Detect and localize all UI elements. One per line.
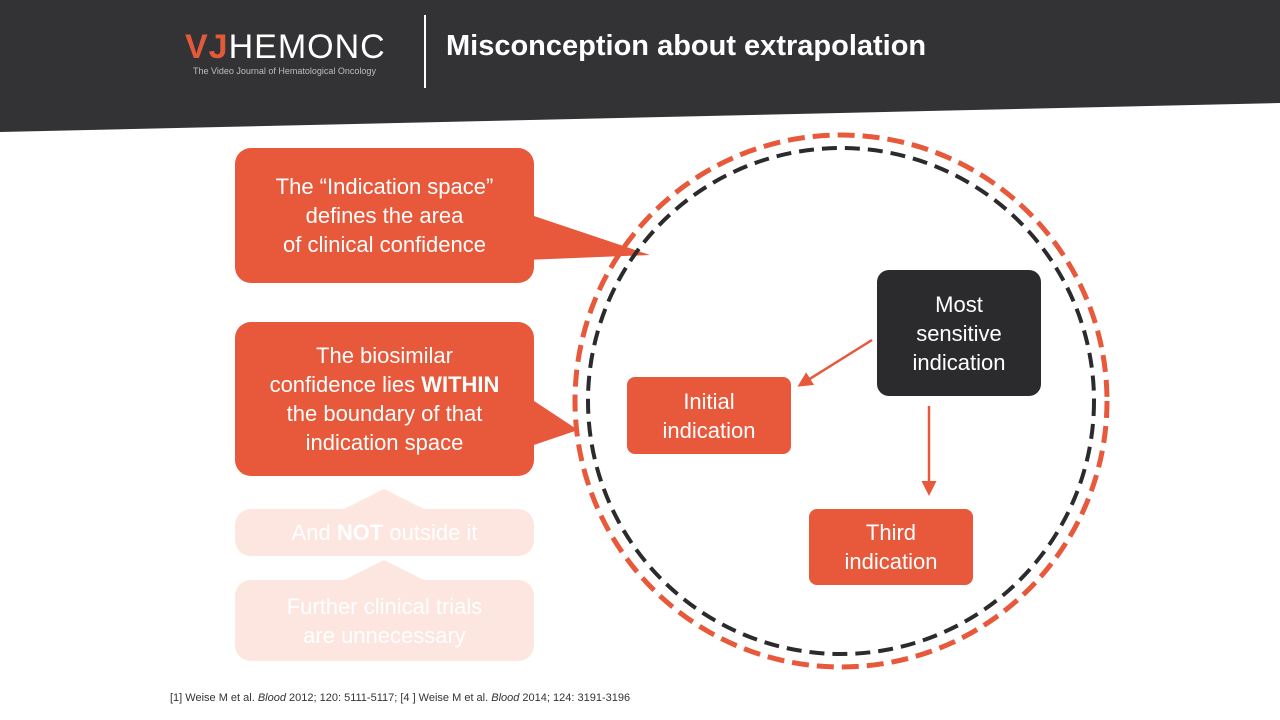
arrow-to-initial-indication [797,338,873,387]
vjhemonc-logo: VJHEMONC The Video Journal of Hematologi… [185,28,386,76]
header-banner [0,0,1280,132]
callout-not-outside: And NOT outside it [235,509,534,556]
reference-text-3: 2014; 124: 3191-3196 [519,692,631,704]
callout-pointer-biosimilar [525,395,578,448]
indication-space-inner-circle [586,146,1096,656]
callout-not-outside-emphasis: NOT [336,520,384,545]
reference-text-2: 2012; 120: 5111-5117; [4 ] Weise M et al… [285,692,492,704]
most-sensitive-indication-label: Most sensitive indication [912,291,1006,375]
callout-further-trials: Further clinical trials are unnecessary [235,580,534,661]
logo-hemonc: HEMONC [228,28,386,66]
indication-space-outer-circle [572,132,1110,670]
reference-text-1: [1] Weise M et al. [170,692,258,704]
most-sensitive-indication-box: Most sensitive indication [877,270,1041,396]
callout-biosimilar-text-b: the boundary of that indication space [286,401,483,455]
header-divider [424,15,426,88]
callout-further-trials-text: Further clinical trials are unnecessary [286,593,483,648]
reference-journal-2: Blood [491,692,520,704]
slide-title: Misconception about extrapolation [446,30,927,62]
callout-not-outside-text-b: outside it [383,520,478,545]
reference-footnote: [1] Weise M et al. Blood 2012; 120: 5111… [170,692,630,704]
callout-indication-space: The “Indication space” defines the area … [235,148,534,283]
callout-biosimilar-confidence: The biosimilar confidence lies WITHIN th… [235,322,534,476]
third-indication-label: Third indication [844,520,938,574]
callout-indication-space-text: The “Indication space” defines the area … [275,174,494,257]
callout-pointer-indication-space [525,213,650,260]
initial-indication-label: Initial indication [662,388,756,443]
callout-biosimilar-emphasis: WITHIN [421,372,500,397]
third-indication-box: Third indication [809,509,973,585]
callout-not-outside-text-a: And [291,520,337,545]
logo-vj: VJ [185,28,229,66]
initial-indication-box: Initial indication [627,377,791,454]
faded-arrow-up-1 [340,489,428,511]
callout-biosimilar-text-a: The biosimilar confidence lies [269,343,453,397]
faded-arrow-up-2 [340,560,428,582]
logo-tagline: The Video Journal of Hematological Oncol… [193,66,376,76]
reference-journal-1: Blood [257,692,286,704]
